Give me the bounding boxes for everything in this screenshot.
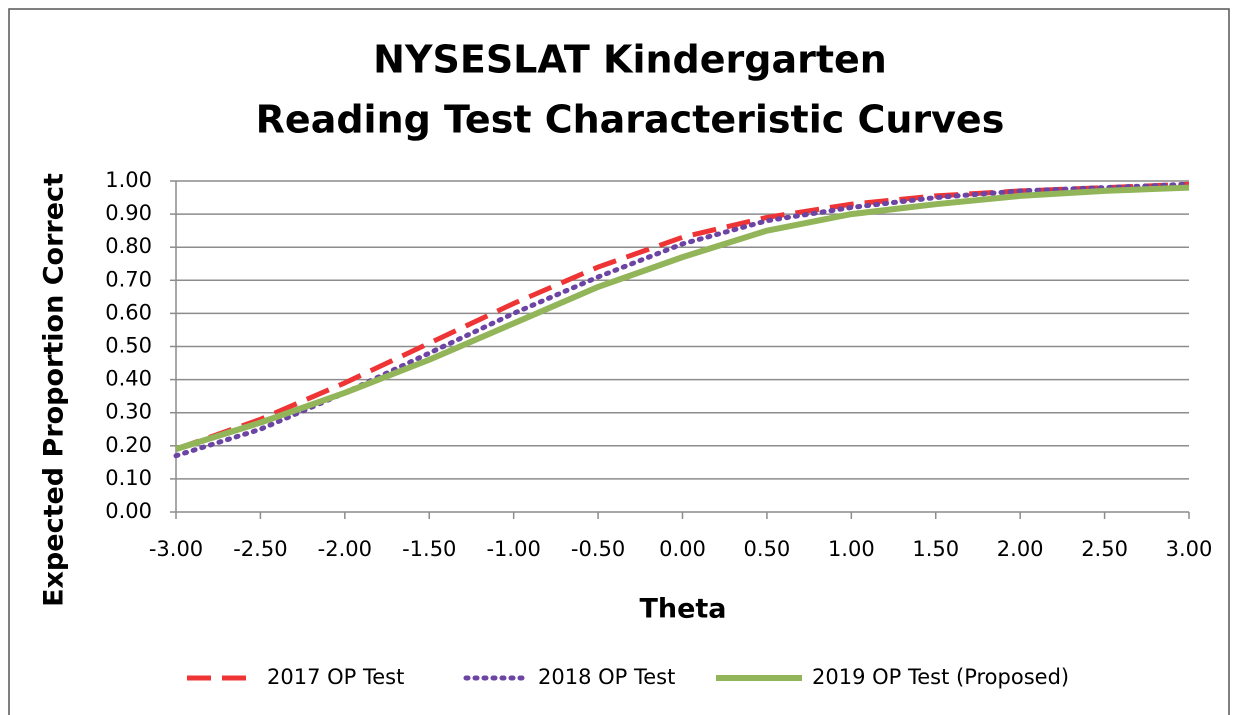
chart-title: Reading Test Characteristic Curves xyxy=(256,98,1005,142)
y-tick-label: 0.70 xyxy=(105,267,152,291)
y-tick-label: 1.00 xyxy=(105,168,152,192)
x-tick-label: -1.50 xyxy=(402,537,456,561)
x-tick-label: 0.00 xyxy=(659,537,706,561)
series-line xyxy=(175,184,1190,452)
x-tick-label: 0.50 xyxy=(744,537,791,561)
y-tick-label: 0.20 xyxy=(105,433,152,457)
x-tick-label: -2.50 xyxy=(233,537,287,561)
x-tick-label: 3.00 xyxy=(1166,537,1213,561)
y-tick-label: 0.60 xyxy=(105,300,152,324)
y-tick-label: 0.40 xyxy=(105,367,152,391)
series-line xyxy=(173,181,1192,459)
chart-title: NYSESLAT Kindergarten xyxy=(373,38,887,82)
x-tick-label: -0.50 xyxy=(571,537,625,561)
legend-label: 2017 OP Test xyxy=(267,665,404,689)
x-axis-title: Theta xyxy=(639,594,726,625)
y-tick-label: 0.10 xyxy=(105,466,152,490)
series-line xyxy=(175,181,1190,452)
x-tick-label: 2.50 xyxy=(1081,537,1128,561)
y-axis-title: Expected Proportion Correct xyxy=(39,173,70,607)
x-tick-label: 1.50 xyxy=(912,537,959,561)
x-tick-label: -1.00 xyxy=(486,537,540,561)
chart-border xyxy=(8,8,1230,715)
y-tick-label: 0.00 xyxy=(105,499,152,523)
y-tick-label: 0.30 xyxy=(105,400,152,424)
x-tick-label: -3.00 xyxy=(149,537,203,561)
x-tick-label: 2.00 xyxy=(997,537,1044,561)
legend-label: 2019 OP Test (Proposed) xyxy=(812,665,1069,689)
y-tick-label: 0.50 xyxy=(105,334,152,358)
y-tick-label: 0.90 xyxy=(105,201,152,225)
legend-label: 2018 OP Test xyxy=(538,665,675,689)
y-tick-label: 0.80 xyxy=(105,234,152,258)
x-tick-label: 1.00 xyxy=(828,537,875,561)
x-tick-label: -2.00 xyxy=(318,537,372,561)
